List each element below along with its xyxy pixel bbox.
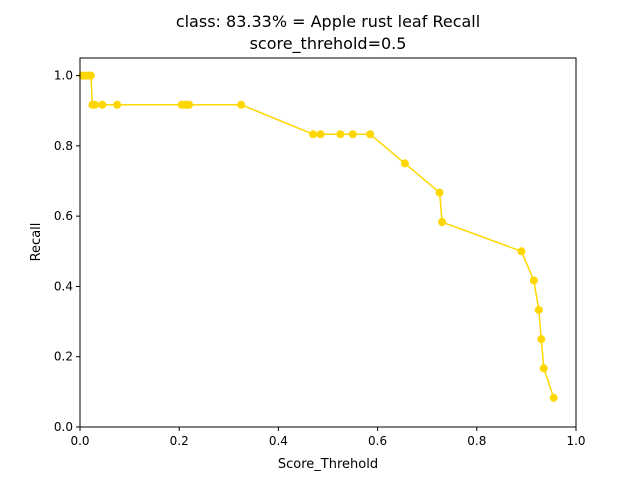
y-tick-label: 0.4	[54, 279, 73, 293]
data-point	[400, 159, 409, 168]
data-point	[549, 393, 558, 402]
data-point	[537, 335, 546, 344]
chart-title-line-2: score_threhold=0.5	[249, 34, 407, 53]
y-tick-label: 1.0	[54, 69, 73, 83]
data-point	[336, 130, 345, 139]
data-point	[309, 130, 318, 139]
chart-marks	[78, 71, 558, 402]
data-point	[366, 130, 375, 139]
data-point	[517, 247, 526, 256]
x-axis-ticks: 0.0 0.2 0.4 0.6 0.8 1.0	[70, 427, 586, 448]
data-point	[348, 130, 357, 139]
data-point	[438, 218, 447, 227]
x-tick-label: 0.8	[467, 434, 486, 448]
plot-frame	[79, 57, 577, 428]
x-tick-label: 0.6	[368, 434, 387, 448]
x-tick-label: 0.2	[170, 434, 189, 448]
data-point	[534, 305, 543, 314]
data-point	[316, 130, 325, 139]
y-tick-label: 0.6	[54, 209, 73, 223]
y-axis-ticks: 0.0 0.2 0.4 0.6 0.8 1.0	[54, 69, 80, 434]
y-tick-label: 0.0	[54, 420, 73, 434]
chart-title-line-1: class: 83.33% = Apple rust leaf Recall	[175, 12, 481, 31]
y-tick-label: 0.8	[54, 139, 73, 153]
x-tick-label: 0.0	[70, 434, 89, 448]
x-tick-label: 1.0	[566, 434, 585, 448]
data-point	[185, 100, 194, 109]
series-line	[82, 74, 555, 399]
x-axis-label: Score_Threhold	[278, 457, 378, 472]
data-point	[98, 100, 107, 109]
data-point	[86, 71, 95, 80]
data-point	[435, 188, 444, 197]
data-point	[90, 100, 99, 109]
y-axis-label: Recall	[29, 223, 44, 262]
data-point	[529, 276, 538, 285]
x-tick-label: 0.4	[269, 434, 288, 448]
y-tick-label: 0.2	[54, 350, 73, 364]
data-point	[237, 100, 246, 109]
data-point	[113, 100, 122, 109]
data-point	[539, 364, 548, 373]
